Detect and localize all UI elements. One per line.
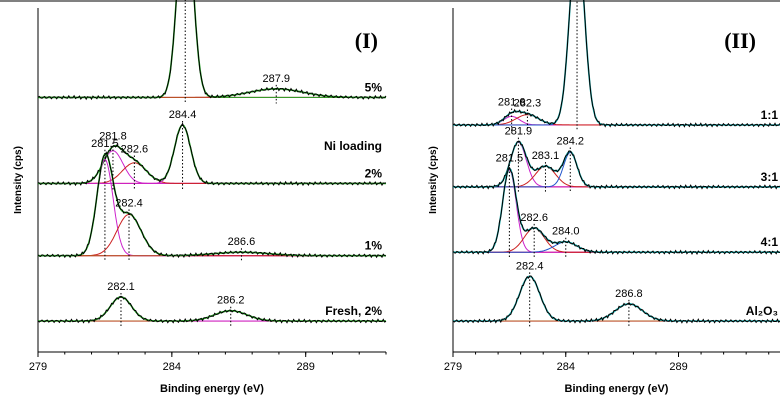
series-label: 1:1 <box>761 108 779 122</box>
fitted-envelope <box>38 124 386 185</box>
component-peak <box>453 303 780 322</box>
x-axis-label: Binding energy (eV) <box>565 383 669 395</box>
x-tick-label: 289 <box>297 361 315 373</box>
peak-label: 287.9 <box>262 73 290 85</box>
panel-1: 279 284 289 Binding energy (eV) Intensity (c… <box>13 0 387 395</box>
peak-label: 281.5 <box>496 152 524 164</box>
series-4: Fresh, 2% 282.1 286.2 <box>37 281 387 328</box>
y-axis-label: Intensity (cps) <box>13 146 24 214</box>
series-label: 3:1 <box>761 170 779 184</box>
component-peak <box>38 158 386 257</box>
x-tick-label: 289 <box>669 361 687 373</box>
panel-label: (II) <box>724 28 756 53</box>
peak-label: 284.0 <box>552 226 580 238</box>
series-label: 4:1 <box>761 235 779 249</box>
fitted-envelope <box>38 153 386 257</box>
series-3: 1% 281.5 282.4 286.6 <box>37 138 387 262</box>
raw-spectrum <box>37 151 387 259</box>
raw-spectrum <box>37 122 387 187</box>
peak-label: 281.6 <box>498 96 526 108</box>
peak-label: 281.5 <box>91 138 119 150</box>
series-4: Al₂O₃ 282.4 286.8 <box>452 260 780 328</box>
component-peak <box>38 150 386 184</box>
x-tick-label: 284 <box>557 361 575 373</box>
series-label: 5% <box>365 80 383 94</box>
peak-label: 283.1 <box>532 150 560 162</box>
peak-label: 282.4 <box>115 197 143 209</box>
series-label: 2% <box>365 166 383 180</box>
series-3: 4:1 281.5 282.6 284.0 <box>452 152 780 259</box>
series-label: Fresh, 2% <box>325 304 382 318</box>
panel-label: (I) <box>355 28 378 53</box>
peak-label: 286.8 <box>615 288 643 300</box>
raw-spectrum <box>452 275 780 324</box>
component-peak <box>453 241 780 253</box>
raw-spectrum <box>452 140 780 190</box>
component-peak <box>38 0 386 98</box>
x-tick-label: 284 <box>163 361 181 373</box>
peak-label: 284.4 <box>169 109 197 121</box>
peak-label: 284.2 <box>557 135 585 147</box>
series-1: 5%284.5287.9 <box>37 0 387 104</box>
x-tick-label: 279 <box>29 361 47 373</box>
peak-label: 286.2 <box>217 295 245 307</box>
x-tick-label: 279 <box>444 361 462 373</box>
peak-label: 286.6 <box>228 236 256 248</box>
peak-label: 282.6 <box>121 143 149 155</box>
series-label: Al₂O₃ <box>746 304 778 318</box>
raw-spectrum <box>37 295 387 324</box>
component-peak <box>453 165 780 188</box>
raw-spectrum <box>452 166 780 255</box>
legend-title: Ni loading <box>324 139 382 153</box>
raw-spectrum <box>452 0 780 128</box>
peak-label: 282.4 <box>516 260 544 272</box>
fitted-envelope <box>38 0 386 99</box>
peak-label: 282.3 <box>514 97 542 109</box>
raw-spectrum <box>37 0 387 101</box>
y-axis-label: Intensity (cps) <box>428 146 439 214</box>
x-axis-label: Binding energy (eV) <box>160 383 264 395</box>
peak-label: 282.6 <box>520 212 548 224</box>
peak-label: 281.8 <box>99 131 127 143</box>
component-peak <box>38 124 386 184</box>
peak-label: 282.1 <box>107 281 135 293</box>
peak-label: 281.9 <box>505 126 533 138</box>
component-peak <box>453 227 780 253</box>
series-label: 1% <box>365 239 383 253</box>
